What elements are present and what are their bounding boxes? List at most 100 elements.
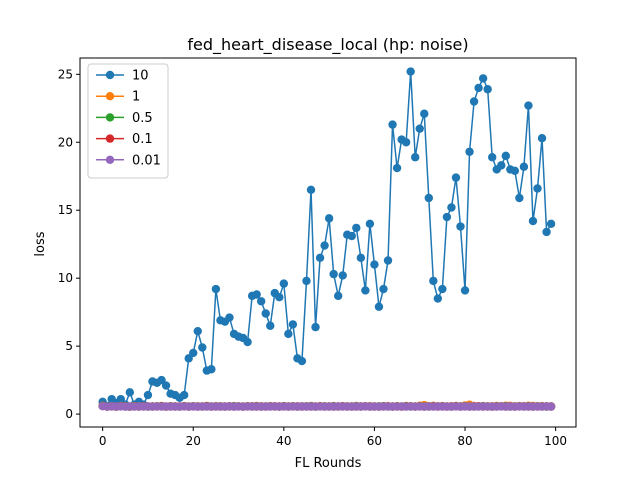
y-tick-label: 10: [58, 271, 73, 285]
y-tick-label: 25: [58, 67, 73, 81]
data-point: [375, 303, 383, 311]
data-point: [461, 286, 469, 294]
data-point: [289, 320, 297, 328]
data-point: [483, 85, 491, 93]
chart-title: fed_heart_disease_local (hp: noise): [187, 35, 468, 55]
legend-label: 0.1: [132, 132, 153, 147]
legend-marker: [106, 134, 114, 142]
series-0.01: [98, 402, 555, 411]
data-point: [298, 357, 306, 365]
data-point: [520, 163, 528, 171]
data-point: [443, 213, 451, 221]
data-point: [465, 148, 473, 156]
data-point: [416, 124, 424, 132]
data-point: [243, 338, 251, 346]
y-axis-label: loss: [33, 231, 48, 256]
x-tick-label: 60: [367, 434, 382, 448]
x-tick-label: 100: [544, 434, 567, 448]
x-tick-label: 0: [99, 434, 107, 448]
data-point: [515, 194, 523, 202]
data-point: [488, 153, 496, 161]
data-point: [474, 84, 482, 92]
data-point: [524, 101, 532, 109]
data-point: [420, 110, 428, 118]
data-point: [406, 67, 414, 75]
data-point: [538, 134, 546, 142]
data-point: [348, 232, 356, 240]
data-point: [189, 349, 197, 357]
data-point: [547, 220, 555, 228]
data-point: [542, 228, 550, 236]
data-point: [361, 286, 369, 294]
y-tick-label: 15: [58, 203, 73, 217]
data-point: [470, 97, 478, 105]
data-point: [266, 322, 274, 330]
legend-marker: [106, 156, 114, 164]
x-tick-label: 20: [186, 434, 201, 448]
data-point: [411, 153, 419, 161]
x-tick-label: 40: [276, 434, 291, 448]
data-point: [370, 260, 378, 268]
data-point: [320, 241, 328, 249]
legend-marker: [106, 71, 114, 79]
data-point: [379, 285, 387, 293]
data-point: [316, 254, 324, 262]
y-tick-label: 20: [58, 135, 73, 149]
data-point: [529, 217, 537, 225]
x-tick-label: 80: [457, 434, 472, 448]
data-point: [388, 120, 396, 128]
data-point: [497, 161, 505, 169]
legend-label: 0.01: [132, 153, 161, 168]
data-point: [452, 173, 460, 181]
data-point: [207, 365, 215, 373]
data-point: [402, 138, 410, 146]
data-point: [547, 402, 555, 410]
data-point: [325, 214, 333, 222]
data-point: [212, 285, 220, 293]
data-point: [447, 203, 455, 211]
data-point: [329, 270, 337, 278]
data-point: [194, 327, 202, 335]
data-point: [311, 323, 319, 331]
data-point: [434, 294, 442, 302]
data-point: [302, 277, 310, 285]
legend-marker: [106, 92, 114, 100]
data-point: [126, 388, 134, 396]
legend-label: 10: [132, 69, 149, 84]
data-point: [456, 222, 464, 230]
data-point: [257, 297, 265, 305]
data-point: [366, 220, 374, 228]
legend-marker: [106, 113, 114, 121]
data-point: [280, 279, 288, 287]
data-point: [502, 152, 510, 160]
data-point: [425, 194, 433, 202]
data-point: [334, 292, 342, 300]
data-point: [533, 184, 541, 192]
data-point: [511, 167, 519, 175]
data-point: [393, 164, 401, 172]
data-point: [339, 271, 347, 279]
y-tick-label: 5: [65, 339, 73, 353]
data-point: [479, 74, 487, 82]
data-point: [275, 293, 283, 301]
data-point: [438, 285, 446, 293]
x-axis-label: FL Rounds: [295, 456, 362, 471]
data-point: [352, 224, 360, 232]
data-point: [384, 256, 392, 264]
legend-label: 1: [132, 90, 140, 105]
data-point: [162, 381, 170, 389]
legend-label: 0.5: [132, 111, 153, 126]
data-point: [198, 343, 206, 351]
y-tick-label: 0: [65, 407, 73, 421]
data-point: [429, 277, 437, 285]
data-point: [144, 391, 152, 399]
data-point: [262, 309, 270, 317]
data-point: [180, 391, 188, 399]
legend: 10 1 0.5 0.1 0.01: [88, 64, 168, 178]
data-point: [225, 313, 233, 321]
data-point: [357, 254, 365, 262]
data-point: [307, 186, 315, 194]
data-point: [284, 330, 292, 338]
